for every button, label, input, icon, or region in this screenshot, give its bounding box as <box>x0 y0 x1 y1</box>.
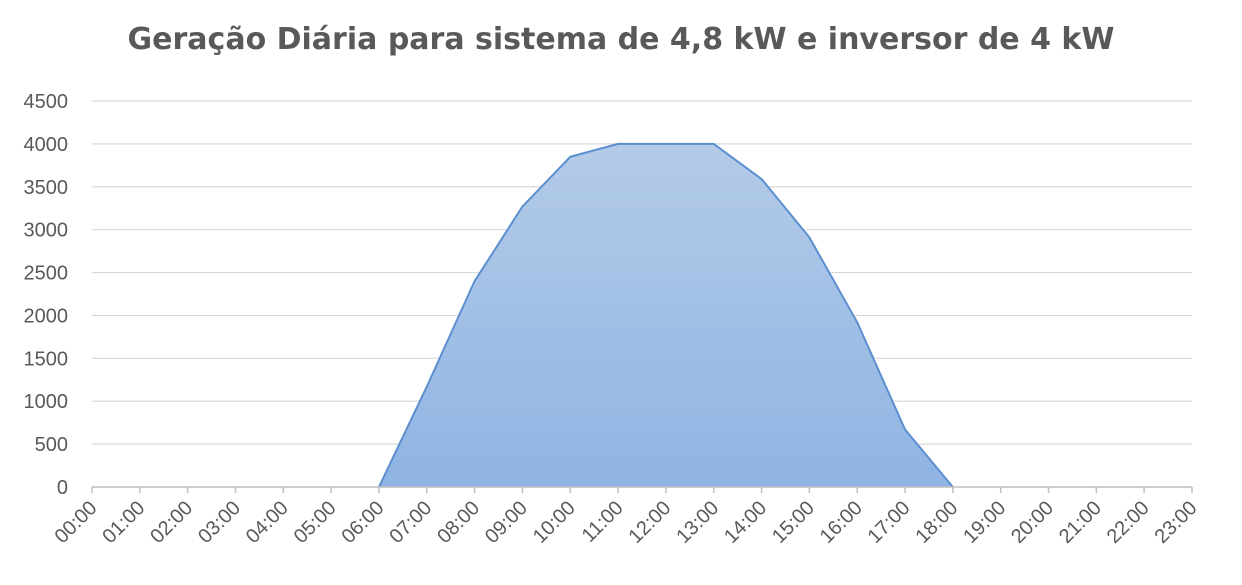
x-tick-label: 05:00 <box>290 497 341 548</box>
x-tick-label: 06:00 <box>338 497 389 548</box>
y-tick-label: 3000 <box>24 220 69 242</box>
x-tick-label: 09:00 <box>481 497 532 548</box>
x-tick-label: 08:00 <box>433 497 484 548</box>
y-tick-label: 2000 <box>24 305 69 327</box>
x-tick-label: 04:00 <box>242 497 293 548</box>
x-tick-label: 17:00 <box>864 497 915 548</box>
x-tick-label: 20:00 <box>1007 497 1058 548</box>
y-tick-label: 1000 <box>24 391 69 413</box>
x-tick-label: 10:00 <box>529 497 580 548</box>
x-tick-label: 14:00 <box>720 497 771 548</box>
x-tick-label: 02:00 <box>146 497 197 548</box>
x-tick-label: 12:00 <box>624 497 675 548</box>
y-tick-label: 4500 <box>24 91 69 113</box>
x-tick-label: 23:00 <box>1151 497 1202 548</box>
x-tick-label: 22:00 <box>1103 497 1154 548</box>
y-tick-label: 4000 <box>24 134 69 156</box>
x-tick-label: 18:00 <box>911 497 962 548</box>
x-tick-label: 03:00 <box>194 497 245 548</box>
x-tick-label: 16:00 <box>816 497 867 548</box>
x-tick-label: 01:00 <box>98 497 149 548</box>
x-tick-label: 11:00 <box>578 497 628 547</box>
x-tick-label: 00:00 <box>51 497 102 548</box>
x-tick-label: 13:00 <box>672 497 723 548</box>
x-tick-label: 07:00 <box>385 497 436 548</box>
x-tick-label: 15:00 <box>768 497 819 548</box>
y-tick-label: 0 <box>57 477 68 499</box>
y-tick-label: 1500 <box>24 348 69 370</box>
y-tick-label: 2500 <box>24 263 69 285</box>
x-tick-label: 21:00 <box>1055 497 1106 548</box>
chart-title: Geração Diária para sistema de 4,8 kW e … <box>0 22 1242 57</box>
y-tick-label: 500 <box>35 434 68 456</box>
x-tick-label: 19:00 <box>959 497 1010 548</box>
y-tick-label: 3500 <box>24 177 69 199</box>
